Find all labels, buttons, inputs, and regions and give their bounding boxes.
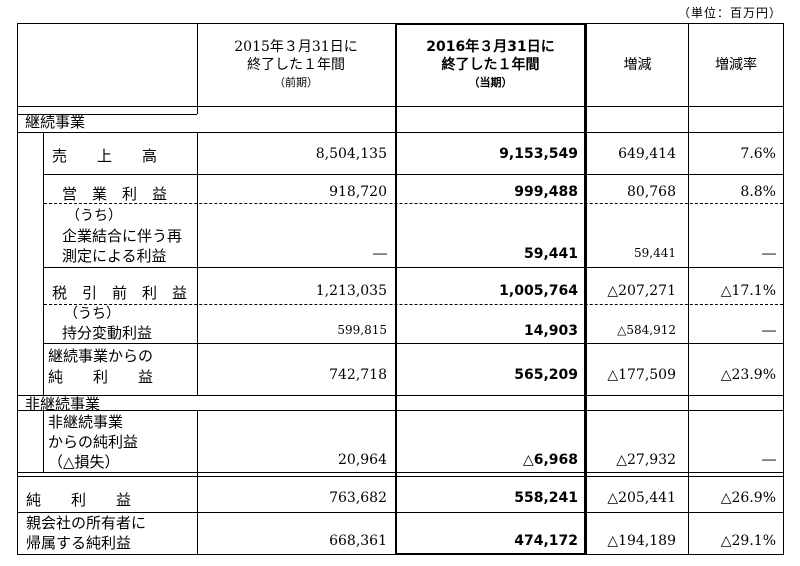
continuing-net-curr: 565,209 [514, 367, 578, 383]
indent-divider [43, 410, 44, 472]
header-prev-line2: 終了した１年間 [247, 57, 345, 73]
double-divider [18, 472, 783, 477]
pretax-income-change: △207,271 [607, 283, 676, 299]
net-income-rate: △26.9% [720, 490, 776, 506]
header-change: 増減 [623, 57, 652, 73]
row-divider [44, 174, 783, 175]
equity-change-change: △584,912 [617, 323, 676, 337]
owners-net-curr: 474,172 [514, 533, 578, 549]
discontinued-net-change: △27,932 [616, 452, 676, 468]
equity-change-rate: ― [762, 323, 776, 339]
remeasurement-prev: ― [373, 246, 387, 262]
row-divider [18, 132, 783, 133]
continuing-net-change: △177,509 [607, 367, 676, 383]
remeasurement-change: 59,441 [634, 246, 676, 260]
col-divider [197, 133, 198, 395]
row-divider [18, 114, 197, 115]
revenue-rate: 7.6% [740, 146, 776, 162]
label-discontinued-net-1: 非継続事業 [48, 413, 124, 431]
header-prev-line1: 2015年３月31日に [234, 39, 358, 55]
remeasurement-curr: 59,441 [523, 246, 578, 262]
label-owners-net-2: 帰属する純利益 [26, 534, 132, 552]
col-divider [586, 24, 587, 554]
revenue-change: 649,414 [618, 146, 676, 162]
row-divider [18, 410, 783, 411]
row-divider [18, 512, 783, 513]
label-pretax-income: 税 引 前 利 益 [52, 284, 188, 302]
owners-net-change: △194,189 [607, 533, 676, 549]
label-revenue: 売 上 高 [52, 147, 158, 165]
net-income-change: △205,441 [607, 490, 676, 506]
row-divider [44, 267, 783, 268]
row-divider [18, 106, 783, 107]
header-rate: 増減率 [715, 57, 757, 73]
label-net-income: 純 利 益 [26, 491, 132, 509]
net-income-curr: 558,241 [514, 490, 578, 506]
operating-income-prev: 918,720 [329, 184, 387, 200]
remeasurement-rate: ― [762, 246, 776, 262]
revenue-prev: 8,504,135 [315, 146, 387, 162]
col-divider [688, 24, 689, 554]
label-continuing-net-2: 純 利 益 [48, 368, 154, 386]
col-divider [197, 24, 198, 114]
label-equity-change: 持分変動利益 [62, 324, 153, 342]
continuing-net-prev: 742,718 [329, 367, 387, 383]
operating-income-curr: 999,488 [514, 184, 578, 200]
dashed-divider [44, 304, 783, 305]
label-continuing-net-1: 継続事業からの [48, 347, 154, 365]
dashed-divider [44, 203, 783, 204]
header-curr-note: （当期） [468, 76, 513, 89]
label-discontinued-net-2: からの純利益 [48, 433, 139, 451]
label-remeasurement-1: 企業結合に伴う再 [62, 227, 183, 245]
discontinued-net-prev: 20,964 [338, 452, 387, 468]
label-owners-net-1: 親会社の所有者に [26, 514, 147, 532]
operating-income-rate: 8.8% [740, 184, 776, 200]
row-divider [44, 343, 783, 344]
discontinued-net-rate: ― [762, 452, 776, 468]
continuing-net-rate: △23.9% [720, 367, 776, 383]
equity-change-curr: 14,903 [523, 323, 578, 339]
row-divider [18, 395, 783, 396]
equity-change-prev: 599,815 [337, 323, 387, 337]
pretax-income-prev: 1,213,035 [315, 283, 387, 299]
label-remeasurement-of: （うち） [66, 208, 122, 224]
header-prev-period: 2015年３月31日に 終了した１年間 （前期） [198, 38, 394, 92]
revenue-curr: 9,153,549 [499, 146, 578, 162]
discontinued-net-curr: △6,968 [522, 452, 578, 468]
section-continuing: 継続事業 [25, 113, 86, 131]
label-remeasurement-2: 測定による利益 [62, 247, 167, 265]
pretax-income-curr: 1,005,764 [499, 283, 578, 299]
header-curr-period: 2016年３月31日に 終了した１年間 （当期） [397, 38, 584, 92]
current-period-box [395, 23, 586, 555]
header-curr-line1: 2016年３月31日に [426, 39, 555, 55]
net-income-prev: 763,682 [329, 490, 387, 506]
operating-income-change: 80,768 [627, 184, 676, 200]
col-divider [197, 410, 198, 554]
label-operating-income: 営 業 利 益 [62, 185, 168, 203]
indent-divider [43, 133, 44, 395]
owners-net-prev: 668,361 [329, 533, 387, 549]
section-discontinued: 非継続事業 [25, 395, 101, 413]
owners-net-rate: △29.1% [720, 533, 776, 549]
header-prev-note: （前期） [274, 76, 318, 89]
label-discontinued-net-3: （△損失） [48, 453, 120, 471]
unit-note: （単位：百万円） [677, 6, 782, 20]
header-curr-line2: 終了した１年間 [441, 57, 540, 73]
pretax-income-rate: △17.1% [720, 283, 776, 299]
label-equity-change-of: （うち） [64, 306, 120, 322]
